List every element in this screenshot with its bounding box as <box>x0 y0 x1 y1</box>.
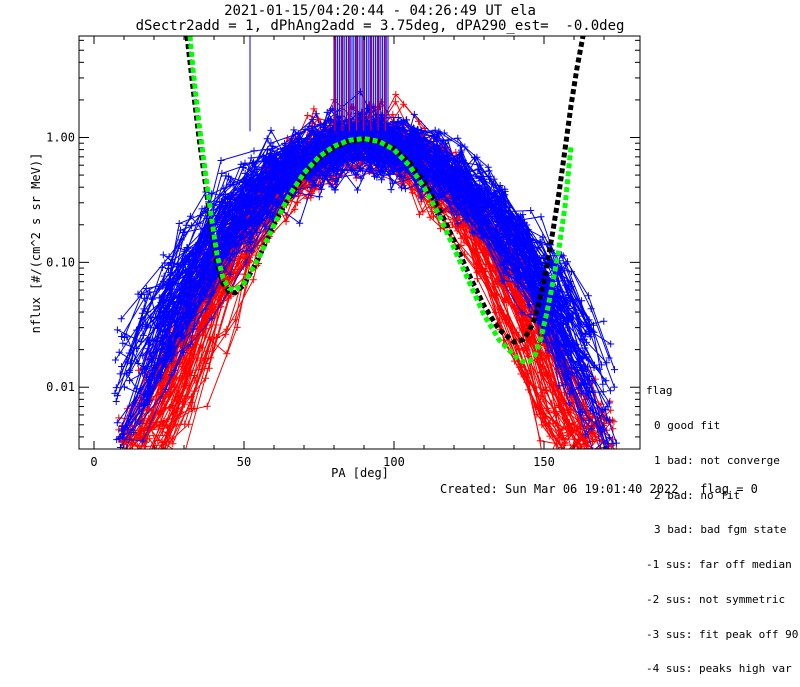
data-series-layer <box>111 88 620 449</box>
data-markers-blue <box>118 123 570 340</box>
flag-legend-heading: flag <box>646 384 673 398</box>
x-axis-label: PA [deg] <box>331 466 389 480</box>
axes-layer: 0 50 100 150 0.01 0.10 1.00 <box>46 36 640 469</box>
flag-legend-item: 3 bad: bad fgm state <box>654 523 787 537</box>
data-series-blue <box>171 129 603 411</box>
x-tick-label: 150 <box>533 455 555 469</box>
flag-legend-item: -1 sus: far off median <box>646 558 792 572</box>
flag-legend-item: 2 bad: no fit <box>654 488 741 502</box>
x-tick-label: 100 <box>383 455 405 469</box>
flag-legend-item: -3 sus: fit peak off 90 <box>646 627 799 641</box>
created-timestamp: Created: Sun Mar 06 19:01:40 2022 <box>440 482 679 496</box>
flag-legend-item: 0 good fit <box>654 418 721 432</box>
chart-title: 2021-01-15/04:20:44 - 04:26:49 UT ela <box>224 3 536 19</box>
y-tick-label: 0.01 <box>46 380 75 394</box>
upper-bars-red <box>334 36 386 132</box>
footer: Created: Sun Mar 06 19:01:40 2022 flag =… <box>440 482 758 496</box>
x-tick-label: 50 <box>237 455 251 469</box>
fit-curve-black <box>184 36 586 345</box>
upper-bars-blue <box>333 36 389 132</box>
flag-status: flag = 0 <box>700 482 758 496</box>
y-axis-label: nflux [#/(cm^2 s sr MeV)] <box>29 153 43 334</box>
flag-legend-item: -4 sus: peaks high var <box>646 662 792 676</box>
y-tick-label: 1.00 <box>46 130 75 144</box>
flag-legend-item: -2 sus: not symmetric <box>646 592 786 606</box>
data-series-blue <box>158 138 600 370</box>
chart-subtitle: dSectr2add = 1, dPhAng2add = 3.75deg, dP… <box>135 18 625 34</box>
plot-frame <box>78 35 641 450</box>
fit-curve-green <box>187 36 574 365</box>
x-tick-label: 0 <box>90 455 97 469</box>
data-markers-blue <box>140 147 585 409</box>
flag-legend: flag 0 good fit 1 bad: not converge 2 ba… <box>646 362 798 687</box>
upper-bars-layer <box>249 36 403 132</box>
data-series-blue <box>158 126 603 430</box>
flag-legend-item: 1 bad: not converge <box>654 453 780 467</box>
y-tick-label: 0.10 <box>46 255 75 269</box>
chart-plot: 0 50 100 150 0.01 0.10 1.00 PA [deg] nflux [#/… <box>29 35 641 480</box>
fit-curves-layer <box>184 36 586 365</box>
